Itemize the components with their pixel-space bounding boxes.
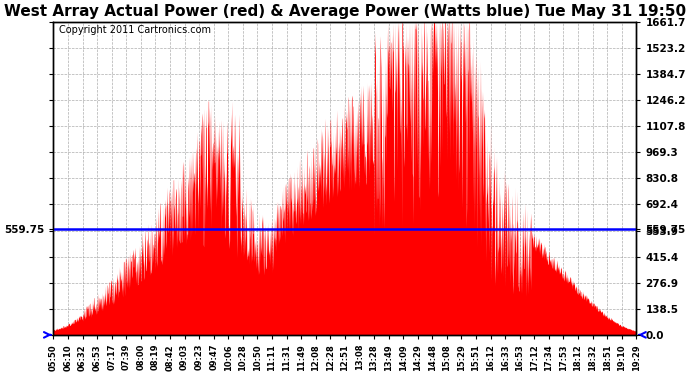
Text: Copyright 2011 Cartronics.com: Copyright 2011 Cartronics.com [59,25,211,35]
Title: West Array Actual Power (red) & Average Power (Watts blue) Tue May 31 19:50: West Array Actual Power (red) & Average … [4,4,686,19]
